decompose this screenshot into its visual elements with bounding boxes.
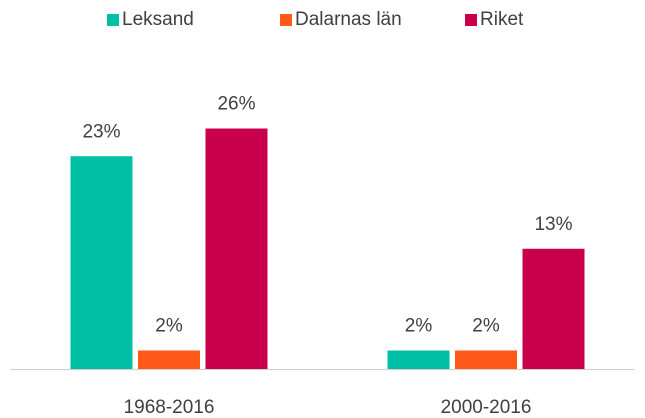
legend-label: Leksand	[122, 9, 194, 30]
bar	[205, 128, 268, 369]
x-tick-label: 2000-2016	[441, 397, 532, 418]
bar	[138, 350, 200, 369]
legend-swatch	[465, 14, 477, 26]
data-label: 2%	[155, 316, 183, 337]
bar	[455, 350, 517, 369]
data-label: 13%	[534, 214, 572, 235]
data-label: 2%	[472, 316, 500, 337]
data-label: 2%	[405, 316, 433, 337]
legend-swatch	[107, 14, 119, 26]
bar	[522, 248, 585, 369]
bar	[70, 156, 133, 369]
data-label: 26%	[217, 94, 255, 115]
data-label: 23%	[82, 121, 120, 142]
legend-label: Riket	[480, 9, 524, 30]
legend-label: Dalarnas län	[295, 9, 402, 30]
x-tick-label: 1968-2016	[124, 397, 215, 418]
legend-swatch	[280, 14, 292, 26]
bar	[387, 350, 450, 369]
